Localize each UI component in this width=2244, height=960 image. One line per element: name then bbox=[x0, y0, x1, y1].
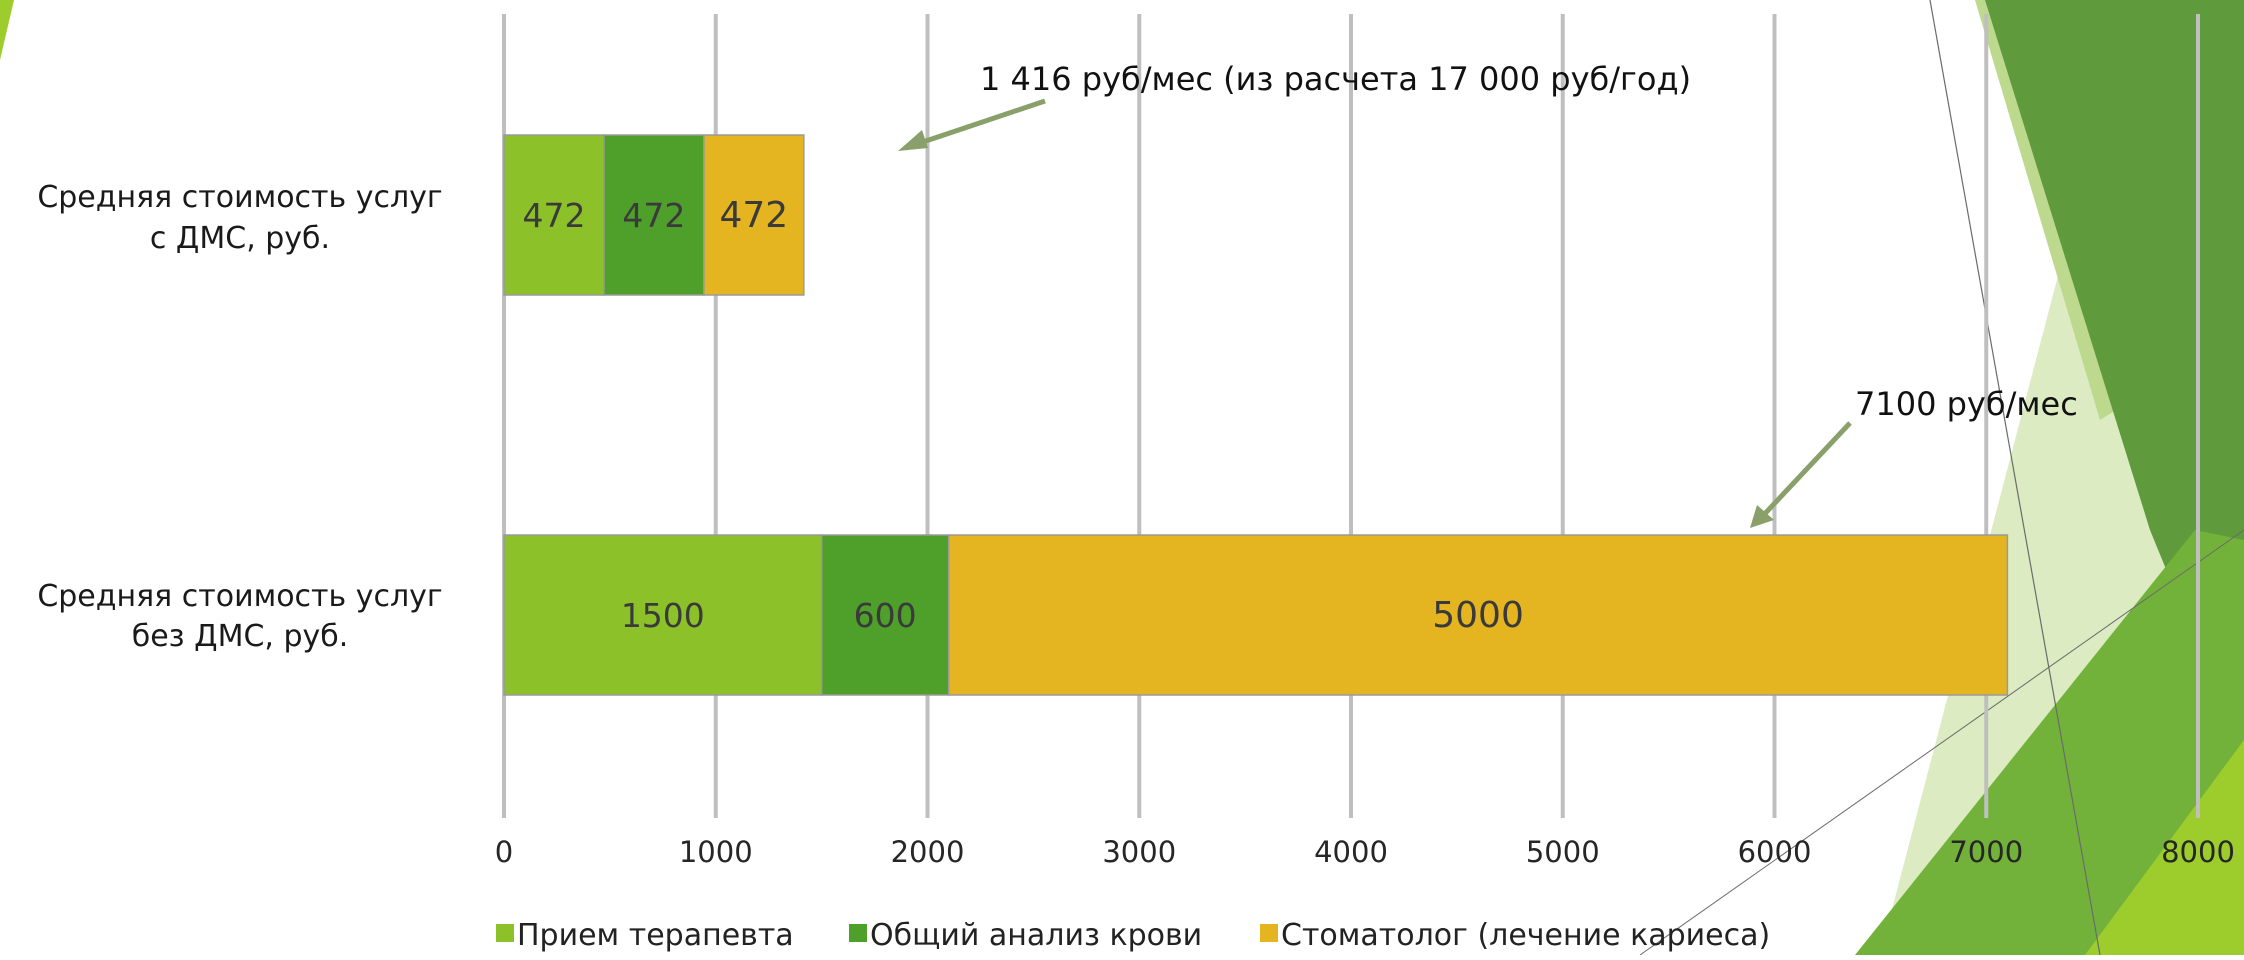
deco-mid-triangle bbox=[1855, 530, 2244, 955]
x-tick-label: 1000 bbox=[679, 835, 753, 869]
x-tick-label: 3000 bbox=[1102, 835, 1176, 869]
data-label: 5000 bbox=[1432, 595, 1524, 636]
data-label: 1500 bbox=[621, 596, 705, 635]
data-label: 472 bbox=[622, 196, 685, 235]
x-axis-ticks: 0 1000 2000 3000 4000 5000 6000 7000 8000 bbox=[495, 835, 2235, 869]
category-label-line: Средняя стоимость услуг bbox=[37, 180, 442, 215]
deco-left-accent bbox=[0, 0, 14, 60]
legend-swatch bbox=[1260, 924, 1278, 942]
x-tick-label: 8000 bbox=[2161, 835, 2235, 869]
annotation-arrow bbox=[904, 98, 1046, 151]
bar-segment bbox=[703, 134, 805, 296]
x-tick-label: 7000 bbox=[1949, 835, 2023, 869]
x-tick-label: 5000 bbox=[1526, 835, 1600, 869]
category-label-line: с ДМС, руб. bbox=[150, 221, 330, 256]
annotation-arrowhead bbox=[1750, 505, 1774, 528]
deco-thin-line bbox=[1929, 0, 2101, 956]
data-label: 600 bbox=[854, 596, 917, 635]
bar-segment bbox=[503, 534, 823, 696]
bar-segment bbox=[503, 134, 605, 296]
x-tick-label: 2000 bbox=[891, 835, 965, 869]
legend-label: Общий анализ крови bbox=[870, 918, 1202, 953]
bars bbox=[503, 134, 2009, 696]
x-tick-label: 0 bbox=[495, 835, 513, 869]
x-tick-label: 4000 bbox=[1314, 835, 1388, 869]
legend: Прием терапевта Общий анализ крови Стома… bbox=[496, 918, 1770, 953]
segment-labels: 472 472 472 1500 600 5000 bbox=[522, 195, 1523, 636]
legend-swatch bbox=[496, 924, 514, 942]
data-label: 472 bbox=[720, 195, 789, 236]
legend-label: Стоматолог (лечение кариеса) bbox=[1281, 918, 1770, 953]
deco-lime-triangle bbox=[2085, 740, 2244, 955]
x-tick-label: 6000 bbox=[1738, 835, 1812, 869]
bar-segment bbox=[820, 534, 950, 696]
legend-label: Прием терапевта bbox=[517, 918, 794, 953]
bar-segment bbox=[603, 134, 705, 296]
category-label-line: Средняя стоимость услуг bbox=[37, 579, 442, 614]
deco-thin-line bbox=[1639, 529, 2244, 956]
data-label: 472 bbox=[522, 196, 585, 235]
annotation-arrow bbox=[1756, 421, 1852, 523]
legend-swatch bbox=[849, 924, 867, 942]
annotation-text: 7100 руб/мес bbox=[1855, 385, 2078, 423]
annotation-text: 1 416 руб/мес (из расчета 17 000 руб/год… bbox=[980, 60, 1691, 98]
bar-segment bbox=[947, 534, 2009, 696]
annotation-arrowhead bbox=[898, 130, 928, 151]
category-label-line: без ДМС, руб. bbox=[132, 619, 349, 654]
